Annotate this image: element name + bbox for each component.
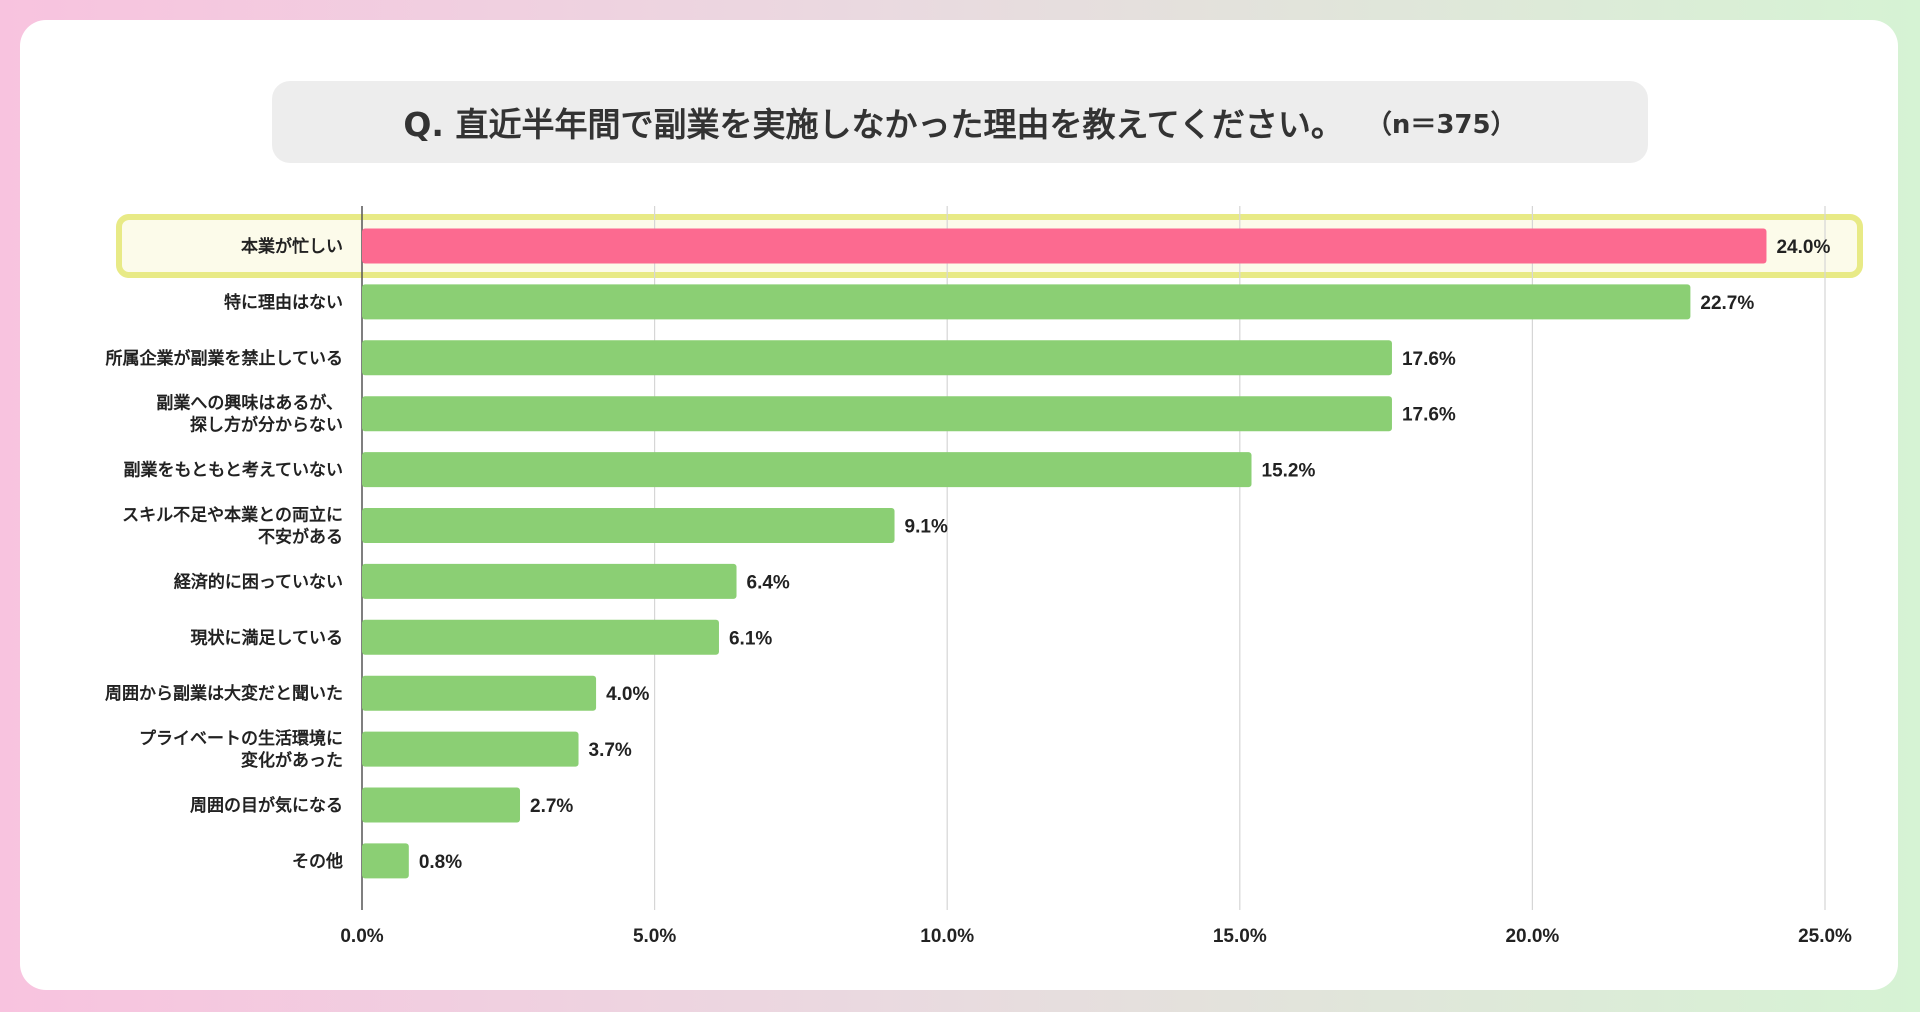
- sample-size: （n＝375）: [1365, 109, 1517, 140]
- data-label: 9.1%: [905, 517, 948, 538]
- category-label: 周囲の目が気になる: [190, 795, 343, 816]
- bar: [362, 675, 597, 711]
- data-label: 17.6%: [1402, 405, 1456, 426]
- data-label: 17.6%: [1402, 349, 1456, 370]
- bar: [362, 619, 719, 655]
- category-label: 不安がある: [258, 527, 343, 548]
- category-label: その他: [292, 851, 343, 872]
- category-label: 現状に満足している: [191, 627, 344, 648]
- bar: [362, 563, 737, 599]
- data-label: 0.8%: [419, 852, 462, 873]
- data-label: 22.7%: [1700, 293, 1754, 314]
- bar: [362, 284, 1691, 320]
- data-label: 4.0%: [606, 684, 649, 705]
- chart-card: [20, 20, 1898, 990]
- category-label: 所属企業が副業を禁止している: [106, 348, 344, 369]
- data-label: 24.0%: [1776, 237, 1830, 258]
- category-label: 副業をもともと考えていない: [124, 460, 343, 481]
- data-label: 3.7%: [589, 740, 632, 761]
- category-label: スキル不足や本業との両立に: [122, 505, 343, 526]
- data-label: 6.1%: [729, 628, 772, 649]
- category-label: 特に理由はない: [224, 292, 343, 313]
- category-label: 副業への興味はあるが、: [156, 393, 343, 414]
- category-label: 変化があった: [241, 750, 343, 771]
- bar: [362, 843, 409, 879]
- bar: [362, 452, 1252, 488]
- bar: [362, 508, 895, 543]
- chart-title-box: Q. 直近半年間で副業を実施しなかった理由を教えてください。 （n＝375）: [272, 81, 1648, 163]
- bar: [362, 396, 1392, 432]
- bar: [362, 787, 521, 823]
- x-tick-label: 5.0%: [633, 926, 676, 947]
- category-label: プライベートの生活環境に: [139, 728, 343, 749]
- x-tick-label: 20.0%: [1505, 926, 1559, 947]
- x-tick-label: 10.0%: [920, 926, 974, 947]
- bar: [362, 228, 1767, 264]
- x-tick-label: 25.0%: [1798, 926, 1852, 947]
- category-label: 経済的に困っていない: [174, 571, 343, 592]
- x-tick-label: 0.0%: [340, 926, 383, 947]
- data-label: 6.4%: [747, 572, 790, 593]
- category-label: 探し方が分からない: [190, 415, 343, 436]
- data-label: 15.2%: [1262, 461, 1316, 482]
- chart-title: Q. 直近半年間で副業を実施しなかった理由を教えてください。: [403, 105, 1344, 144]
- category-label: 本業が忙しい: [241, 236, 343, 257]
- bar: [362, 340, 1392, 376]
- category-label: 周囲から副業は大変だと聞いた: [105, 683, 343, 704]
- bar: [362, 731, 579, 767]
- x-tick-label: 15.0%: [1213, 926, 1267, 947]
- data-label: 2.7%: [530, 796, 573, 817]
